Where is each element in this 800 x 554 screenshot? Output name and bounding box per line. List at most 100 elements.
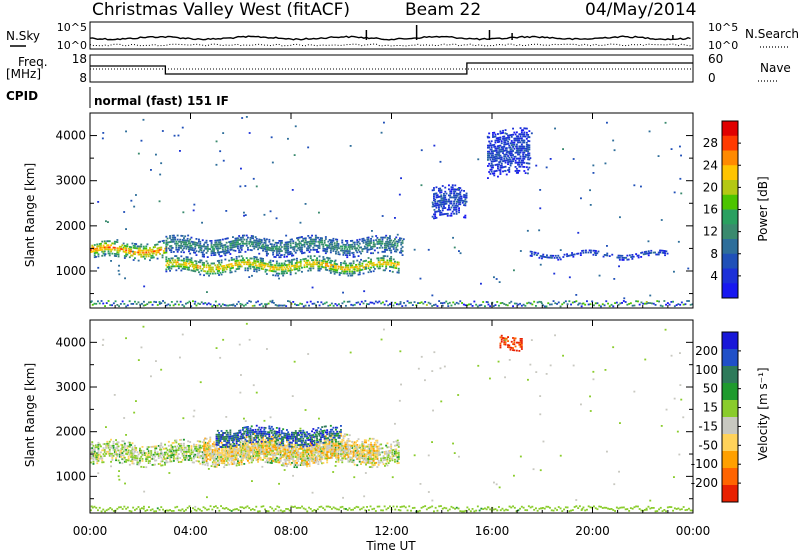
nsky-label: N.Sky xyxy=(6,29,40,43)
power-scatter-cell xyxy=(334,259,337,262)
power-cell xyxy=(321,266,323,268)
power-cell xyxy=(523,166,526,168)
power-cell xyxy=(201,245,204,248)
velocity-cell xyxy=(154,455,156,458)
velocity-cell xyxy=(224,449,227,452)
velocity-cell xyxy=(176,459,179,462)
velocity-cell xyxy=(214,455,217,458)
power-cell xyxy=(215,247,218,250)
power-cell xyxy=(455,192,458,195)
power-noise-cell xyxy=(612,305,615,308)
power-cell xyxy=(211,248,214,250)
velocity-cell xyxy=(235,452,238,455)
velocity-cell xyxy=(252,455,254,458)
power-cell xyxy=(438,200,440,202)
velocity-cell xyxy=(174,453,177,456)
power-cell xyxy=(239,259,242,262)
power-scatter-cell xyxy=(118,264,120,267)
velocity-cell xyxy=(97,460,100,462)
velocity-cell xyxy=(267,461,269,464)
power-cell xyxy=(520,149,523,152)
power-cell xyxy=(522,129,525,132)
power-cell xyxy=(190,259,193,262)
velocity-cell xyxy=(370,454,372,456)
power-cell xyxy=(497,133,499,135)
velocity-cell xyxy=(214,459,217,462)
power-cell xyxy=(497,145,499,148)
freq-label-1: Freq. xyxy=(18,55,48,69)
nsky-left-tick-top: 10^5 xyxy=(57,21,87,34)
power-cell xyxy=(382,257,385,259)
velocity-cell xyxy=(90,455,92,458)
power-cell xyxy=(518,139,521,142)
power-cell xyxy=(309,249,312,251)
power-cell xyxy=(341,266,344,269)
velocity-cell xyxy=(259,450,262,453)
velocity-cell xyxy=(177,447,180,449)
power-noise-cell xyxy=(251,305,254,307)
velocity-cell xyxy=(191,461,194,464)
power-cell xyxy=(347,244,350,246)
velocity-cell xyxy=(270,446,273,448)
velocity-cell xyxy=(288,453,291,456)
power-cell xyxy=(299,236,302,239)
power-cell xyxy=(282,274,285,277)
velocity-cell xyxy=(253,457,256,459)
velocity-cell xyxy=(247,454,249,456)
power-cell xyxy=(628,254,631,257)
power-cell xyxy=(368,240,371,243)
power-cell xyxy=(232,264,234,267)
power-cell xyxy=(263,241,266,244)
power-cell xyxy=(111,248,114,251)
velocity-cell xyxy=(203,441,205,444)
velocity-cell xyxy=(137,453,140,456)
power-cell xyxy=(401,254,404,256)
power-cell xyxy=(434,198,437,201)
power-cell xyxy=(332,250,335,252)
velocity-cell xyxy=(162,454,165,456)
power-cell xyxy=(260,263,263,266)
power-cell xyxy=(523,149,526,152)
power-scatter-cell xyxy=(535,164,538,167)
power-cell xyxy=(384,242,386,245)
power-cell xyxy=(662,252,665,254)
power-cell xyxy=(294,245,297,248)
power-noise-cell xyxy=(448,301,451,304)
power-cell xyxy=(352,266,355,269)
velocity-cell xyxy=(304,463,307,466)
power-cell xyxy=(343,252,346,254)
power-cell xyxy=(232,236,234,238)
power-scatter-cell xyxy=(244,185,247,187)
power-noise-cell xyxy=(111,304,113,307)
power-cell xyxy=(523,139,526,142)
power-scatter-cell xyxy=(349,145,352,147)
power-cell xyxy=(198,271,200,274)
power-cell xyxy=(174,236,177,239)
power-noise-cell xyxy=(302,305,305,308)
power-cell xyxy=(331,241,334,244)
power-cell xyxy=(185,243,188,246)
velocity-cell xyxy=(387,452,390,454)
velocity-cell xyxy=(233,461,236,463)
power-cell xyxy=(229,240,232,243)
power-noise-cell xyxy=(608,305,611,308)
power-cell xyxy=(381,238,384,241)
power-cell xyxy=(527,158,530,161)
power-cell xyxy=(101,248,104,251)
power-cell xyxy=(268,240,271,243)
power-cell xyxy=(390,245,393,248)
power-cell xyxy=(155,251,158,254)
power-scatter-cell xyxy=(160,162,163,165)
power-cell xyxy=(152,250,155,253)
velocity-cell xyxy=(160,456,163,459)
power-cell xyxy=(381,265,384,268)
power-cell xyxy=(399,239,401,242)
velocity-cell xyxy=(386,454,389,457)
velocity-cell xyxy=(351,447,354,449)
velocity-cell xyxy=(252,451,254,454)
power-cell xyxy=(278,250,281,252)
power-scatter-cell xyxy=(613,149,616,152)
velocity-cell xyxy=(389,451,391,454)
power-cell xyxy=(327,240,330,243)
power-cell xyxy=(92,250,95,253)
